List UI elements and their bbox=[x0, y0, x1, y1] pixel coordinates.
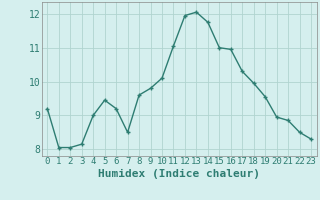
X-axis label: Humidex (Indice chaleur): Humidex (Indice chaleur) bbox=[98, 169, 260, 179]
